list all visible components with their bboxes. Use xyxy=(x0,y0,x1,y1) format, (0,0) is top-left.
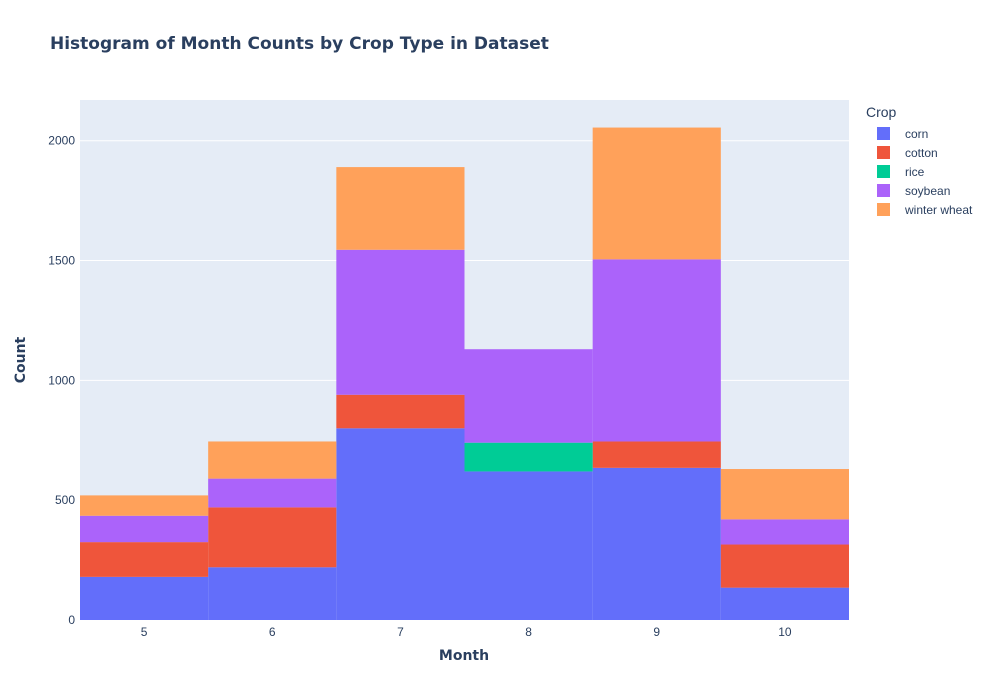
legend-label: corn xyxy=(905,126,929,141)
bar-corn-month-7[interactable] xyxy=(336,428,465,620)
legend: Crop corn cotton rice soybean winter wheat xyxy=(866,104,972,219)
bar-soybean-month-10[interactable] xyxy=(720,519,849,545)
legend-swatch xyxy=(877,127,890,140)
bar-cotton-month-5[interactable] xyxy=(80,542,209,577)
legend-title: Crop xyxy=(866,104,897,120)
bar-corn-month-5[interactable] xyxy=(80,576,209,620)
legend-label: winter wheat xyxy=(905,202,973,217)
legend-item-cotton[interactable]: cotton xyxy=(866,143,972,162)
bar-corn-month-6[interactable] xyxy=(208,567,337,620)
bar-winter-wheat-month-10[interactable] xyxy=(720,469,849,520)
legend-swatch xyxy=(877,203,890,216)
chart-title: Histogram of Month Counts by Crop Type i… xyxy=(50,34,549,54)
bar-winter-wheat-month-6[interactable] xyxy=(208,441,337,479)
legend-label: cotton xyxy=(905,145,938,160)
bar-soybean-month-8[interactable] xyxy=(464,349,593,443)
y-axis-title: Count xyxy=(13,336,29,383)
bar-soybean-month-7[interactable] xyxy=(336,249,465,395)
legend-swatch xyxy=(877,184,890,197)
bar-corn-month-9[interactable] xyxy=(592,467,721,620)
x-tick-label: 8 xyxy=(525,625,532,639)
legend-item-soybean[interactable]: soybean xyxy=(866,181,972,200)
y-tick-labels: 0 500 1000 1500 2000 xyxy=(48,134,75,627)
legend-item-rice[interactable]: rice xyxy=(866,162,972,181)
bars[interactable] xyxy=(80,127,849,620)
y-tick-label: 0 xyxy=(68,613,75,627)
legend-swatch xyxy=(877,146,890,159)
legend-swatch xyxy=(877,165,890,178)
bar-cotton-month-6[interactable] xyxy=(208,507,337,568)
bar-cotton-month-10[interactable] xyxy=(720,544,849,588)
legend-label: rice xyxy=(905,164,925,179)
y-tick-label: 2000 xyxy=(48,134,75,148)
y-tick-label: 500 xyxy=(55,493,75,507)
bar-soybean-month-6[interactable] xyxy=(208,478,337,508)
bar-winter-wheat-month-7[interactable] xyxy=(336,167,465,250)
bar-soybean-month-9[interactable] xyxy=(592,259,721,442)
legend-item-corn[interactable]: corn xyxy=(866,124,972,143)
x-tick-label: 6 xyxy=(269,625,276,639)
x-tick-label: 5 xyxy=(141,625,148,639)
bar-corn-month-10[interactable] xyxy=(720,587,849,620)
bar-corn-month-8[interactable] xyxy=(464,471,593,620)
bar-rice-month-8[interactable] xyxy=(464,442,593,472)
bar-soybean-month-5[interactable] xyxy=(80,515,209,543)
x-tick-labels: 5 6 7 8 9 10 xyxy=(141,625,792,639)
x-tick-label: 9 xyxy=(653,625,660,639)
bar-cotton-month-9[interactable] xyxy=(592,441,721,468)
y-tick-label: 1000 xyxy=(48,373,75,387)
x-tick-label: 7 xyxy=(397,625,404,639)
x-tick-label: 10 xyxy=(778,625,792,639)
bar-winter-wheat-month-5[interactable] xyxy=(80,495,209,516)
y-tick-label: 1500 xyxy=(48,254,75,268)
legend-items: corn cotton rice soybean winter wheat xyxy=(866,124,972,219)
legend-label: soybean xyxy=(905,183,951,198)
x-axis-title: Month xyxy=(439,648,489,664)
bar-winter-wheat-month-9[interactable] xyxy=(592,127,721,260)
legend-item-winter-wheat[interactable]: winter wheat xyxy=(866,200,972,219)
bar-cotton-month-7[interactable] xyxy=(336,394,465,429)
